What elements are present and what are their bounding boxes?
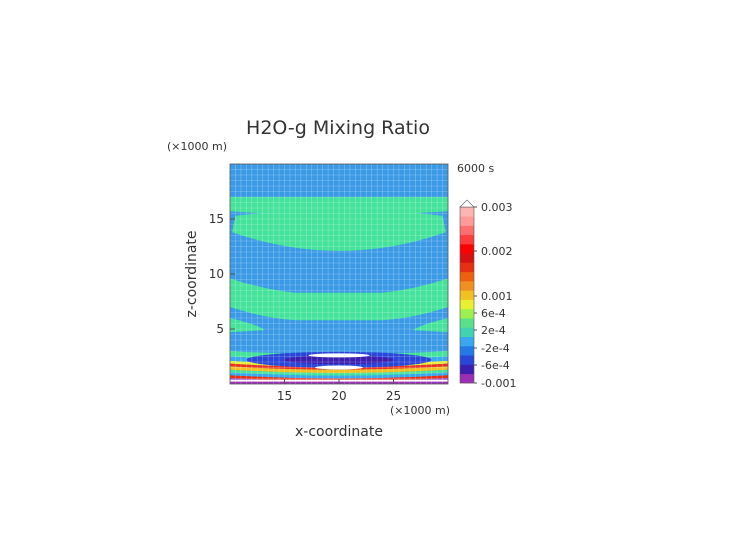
colorbar: 0.003 0.002 0.001 6e-4 2e-4 -2e-4 -6e-4 -0.001 [459, 199, 516, 390]
colorbar-swatch [460, 225, 474, 236]
colorbar-swatch [460, 364, 474, 375]
colorbar-swatch [460, 318, 474, 328]
central-white-1 [308, 353, 370, 358]
colorbar-label: 0.001 [481, 290, 513, 303]
x-tick-label: 25 [386, 389, 401, 403]
grid [230, 164, 448, 384]
central-white-2 [315, 365, 363, 370]
colorbar-swatch [460, 308, 474, 319]
colorbar-swatch [460, 336, 474, 347]
y-unit-label: (×1000 m) [167, 140, 227, 153]
colorbar-swatch [460, 327, 474, 337]
colorbar-label: 0.002 [481, 245, 513, 258]
colorbar-label: 6e-4 [481, 307, 506, 320]
x-tick-label: 15 [277, 389, 292, 403]
x-tick-label: 20 [331, 389, 346, 403]
colorbar-swatch [460, 290, 474, 300]
colorbar-swatch [460, 262, 474, 273]
colorbar-label: 2e-4 [481, 324, 506, 337]
x-unit-label: (×1000 m) [390, 404, 450, 417]
colorbar-swatch [460, 355, 474, 365]
plot-area [230, 164, 448, 384]
shear-layer-band-5 [230, 369, 448, 376]
y-tick-label: 15 [209, 212, 224, 226]
colorbar-label: -2e-4 [481, 342, 510, 355]
colorbar-swatch [460, 234, 474, 245]
colorbar-swatch [460, 216, 474, 226]
mid-band [230, 278, 448, 321]
upper-band-lens [232, 209, 446, 251]
left-wing [230, 318, 265, 333]
central-low-inner [284, 355, 394, 365]
colorbar-label: -6e-4 [481, 359, 510, 372]
colorbar-swatch [460, 244, 474, 254]
y-axis-label: z-coordinate [184, 230, 200, 317]
y-tick-label: 5 [216, 322, 224, 336]
chart-title: H2O-g Mixing Ratio [246, 117, 430, 139]
colorbar-swatch [460, 345, 474, 356]
axes: 15 20 25 5 10 15 [209, 163, 449, 403]
colorbar-top-arrow [459, 199, 475, 208]
colorbar-swatch [460, 281, 474, 291]
colorbar-label: -0.001 [481, 377, 516, 390]
colorbar-swatch [460, 207, 474, 217]
right-wing [413, 318, 448, 333]
y-tick-label: 10 [209, 267, 224, 281]
plot-fill-layer [230, 164, 448, 384]
upper-band-top [230, 197, 448, 216]
shear-layer-band-3 [230, 363, 448, 370]
x-axis-label: x-coordinate [295, 424, 383, 440]
time-label: 6000 s [457, 162, 494, 175]
shear-layer-band-6 [230, 372, 448, 379]
shear-layer-band-4 [230, 366, 448, 373]
colorbar-swatch [460, 271, 474, 282]
colorbar-swatch [460, 253, 474, 263]
colorbar-label: 0.003 [481, 201, 513, 214]
colorbar-swatch [460, 299, 474, 310]
colorbar-swatch [460, 373, 474, 384]
